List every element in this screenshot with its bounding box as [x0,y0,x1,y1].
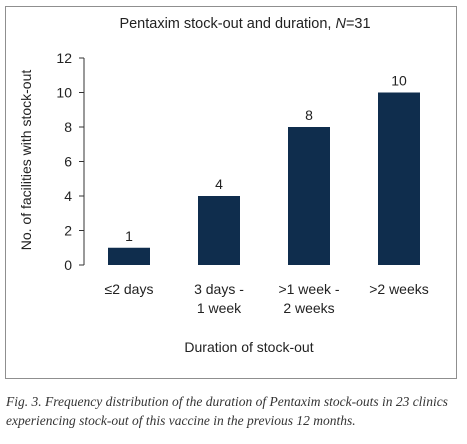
figure-frame [5,6,457,379]
y-tick-label: 6 [64,154,72,170]
x-tick-label-line: 3 days - [194,281,244,297]
x-tick-labels: ≤2 days 3 days - 1 week >1 week - 2 weeks >2 … [105,281,429,316]
y-tick-label: 10 [56,85,72,101]
bar-value-label: 8 [305,107,313,123]
bar [108,247,150,265]
x-tick-label-line: >1 week - [278,281,339,297]
bars: 1 4 8 10 [108,73,420,265]
bar-chart: Pentaxim stock-out and duration, N=31 No… [18,16,429,355]
bar [198,196,240,265]
bar-value-label: 1 [125,228,133,244]
x-tick-label-line: >2 weeks [369,281,429,297]
y-tick-label: 4 [64,188,72,204]
x-tick-label: >2 weeks [369,281,429,297]
x-tick-label-line: ≤2 days [105,281,154,297]
chart-title: Pentaxim stock-out and duration, N=31 [119,16,370,32]
x-tick-label-line: 1 week [197,300,242,316]
y-ticks: 0 2 4 6 8 10 12 [56,50,84,273]
x-tick-label: ≤2 days [105,281,154,297]
x-axis-label: Duration of stock-out [184,339,313,355]
bar [378,92,420,265]
y-tick-label: 0 [64,257,72,273]
bar-value-label: 10 [391,73,407,89]
bar [288,127,330,265]
figure-caption: Fig. 3. Frequency distribution of the du… [6,394,448,428]
x-tick-label: >1 week - 2 weeks [278,281,339,316]
bar-value-label: 4 [215,176,223,192]
y-tick-label: 12 [56,50,72,66]
y-axis-label: No. of facilities with stock-out [18,70,34,251]
y-tick-label: 2 [64,223,72,239]
x-tick-label-line: 2 weeks [283,300,334,316]
y-tick-label: 8 [64,119,72,135]
x-tick-label: 3 days - 1 week [194,281,244,316]
